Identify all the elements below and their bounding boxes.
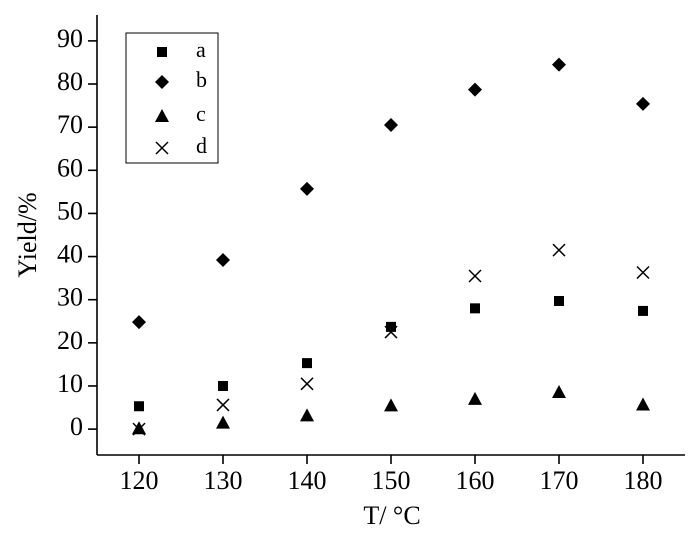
marker	[216, 415, 230, 429]
marker	[155, 75, 169, 89]
x-tick-label: 150	[372, 466, 411, 495]
marker	[216, 398, 230, 412]
marker	[384, 118, 398, 132]
y-tick-label: 80	[57, 67, 83, 96]
legend-label: c	[196, 101, 206, 126]
x-tick-label: 170	[540, 466, 579, 495]
marker	[300, 181, 314, 196]
y-tick-label: 90	[57, 24, 83, 53]
marker	[386, 321, 396, 332]
marker	[470, 303, 480, 314]
y-tick-label: 0	[70, 412, 83, 441]
marker	[468, 269, 482, 283]
y-tick-label: 70	[57, 110, 83, 139]
marker	[552, 57, 566, 72]
marker	[300, 377, 314, 391]
marker	[636, 397, 650, 411]
marker	[468, 391, 482, 405]
y-tick-label: 40	[57, 240, 83, 269]
x-tick-label: 180	[624, 466, 663, 495]
legend-label: a	[196, 37, 206, 62]
x-axis-label: T/ °C	[363, 501, 420, 530]
y-tick-label: 60	[57, 153, 83, 182]
marker	[384, 398, 398, 412]
y-tick-label: 50	[57, 196, 83, 225]
marker	[636, 96, 650, 111]
marker	[300, 408, 314, 422]
legend-label: d	[196, 133, 207, 158]
marker	[216, 253, 230, 268]
marker	[468, 82, 482, 97]
marker	[638, 305, 648, 316]
marker	[132, 422, 146, 436]
marker	[636, 265, 650, 280]
x-tick-label: 130	[204, 466, 243, 495]
marker	[384, 325, 398, 339]
y-tick-label: 20	[57, 326, 83, 355]
y-axis-label: Yield/%	[13, 192, 42, 277]
marker	[155, 109, 169, 122]
marker	[552, 385, 566, 399]
x-tick-label: 140	[288, 466, 327, 495]
y-tick-label: 30	[57, 283, 83, 312]
marker	[157, 47, 167, 57]
x-tick-label: 160	[456, 466, 495, 495]
marker	[155, 141, 169, 155]
marker	[552, 243, 566, 257]
marker	[302, 358, 312, 369]
legend-box	[125, 32, 219, 164]
marker	[132, 315, 146, 330]
marker	[134, 401, 144, 412]
x-tick-label: 120	[120, 466, 159, 495]
marker	[218, 380, 228, 391]
marker	[554, 296, 564, 306]
y-tick-label: 10	[57, 369, 83, 398]
marker	[132, 421, 146, 435]
legend-label: b	[196, 67, 207, 92]
